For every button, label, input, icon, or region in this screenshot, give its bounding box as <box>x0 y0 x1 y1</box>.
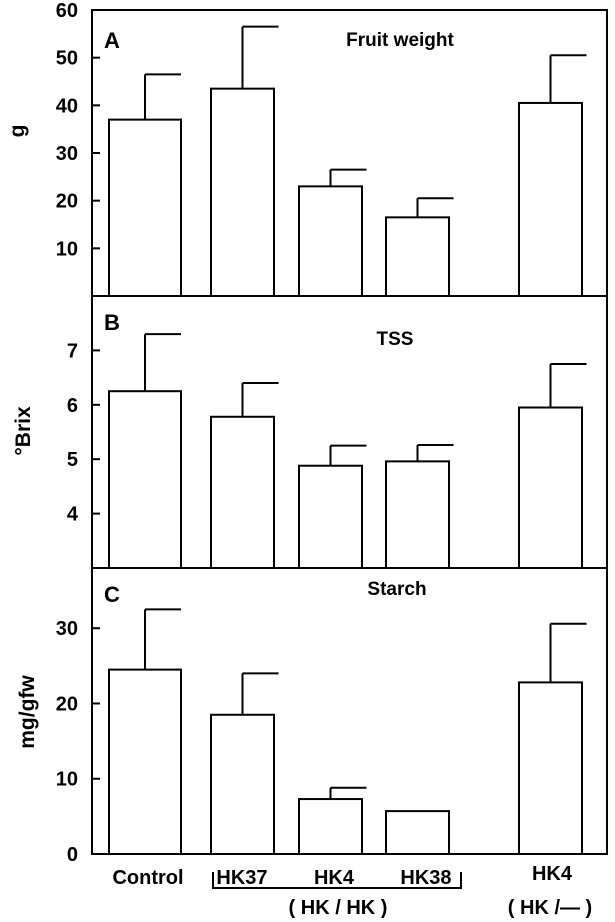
x-tick-label-hk38: HK38 <box>400 867 451 889</box>
y-tick-label: 0 <box>67 844 78 866</box>
y-tick-label: 6 <box>67 395 78 417</box>
panel-letter: B <box>104 310 120 335</box>
bar <box>108 668 182 856</box>
x-tick-label-control: Control <box>112 867 183 889</box>
y-tick-label: 20 <box>56 693 78 715</box>
y-ticks: 10 20 30 40 50 60 <box>56 0 100 260</box>
y-tick-label: 20 <box>56 191 78 213</box>
bar <box>385 216 450 298</box>
panel-title: Starch <box>367 579 426 600</box>
y-tick-label: 30 <box>56 618 78 640</box>
bar <box>518 406 583 569</box>
group-label-homozygous: ( HK / HK ) <box>289 897 388 919</box>
panel-fruit-weight: 10 20 30 40 50 60 A Fruit weight g <box>6 0 608 298</box>
bar <box>298 464 363 569</box>
y-ticks: 0 10 20 30 <box>56 618 100 866</box>
x-tick-label-hk4-hemizygous: HK4 <box>532 863 573 885</box>
bar <box>298 798 363 856</box>
y-tick-label: 5 <box>67 449 78 471</box>
panel-title: TSS <box>377 329 414 350</box>
y-ticks: 4 5 6 7 <box>67 340 100 526</box>
bar <box>385 810 450 855</box>
y-tick-label: 10 <box>56 238 78 260</box>
bars <box>108 25 587 298</box>
bar <box>210 87 275 298</box>
bar <box>385 460 450 570</box>
bar <box>518 681 583 856</box>
y-tick-label: 7 <box>67 340 78 362</box>
panel-letter: A <box>104 28 120 53</box>
y-tick-label: 50 <box>56 48 78 70</box>
y-tick-label: 30 <box>56 143 78 165</box>
group-label-hemizygous: ( HK /— ) <box>508 897 592 919</box>
y-axis-label: °Brix <box>12 406 35 456</box>
bar <box>210 415 275 569</box>
bars <box>108 608 587 856</box>
y-tick-label: 4 <box>67 504 79 526</box>
bar <box>108 390 182 570</box>
x-tick-label-hk4: HK4 <box>314 867 355 889</box>
y-axis-label: mg/gfw <box>16 675 39 749</box>
bar <box>298 185 363 297</box>
bar <box>210 713 275 856</box>
y-axis-label: g <box>6 125 29 138</box>
bar <box>108 118 182 297</box>
panel-title: Fruit weight <box>346 30 454 51</box>
x-axis: Control HK37 HK4 HK38 HK4 ( HK / HK ) ( … <box>112 863 592 919</box>
group-bracket <box>212 872 462 889</box>
y-tick-label: 10 <box>56 769 78 791</box>
panel-tss: 4 5 6 7 B TSS °Brix <box>12 295 608 570</box>
bars <box>108 333 587 570</box>
y-tick-label: 60 <box>56 0 78 22</box>
y-tick-label: 40 <box>56 95 78 117</box>
x-tick-label-hk37: HK37 <box>216 867 267 889</box>
bar <box>518 101 583 297</box>
panel-letter: C <box>104 582 120 607</box>
panel-starch: 0 10 20 30 C Starch mg/gfw <box>16 567 608 866</box>
